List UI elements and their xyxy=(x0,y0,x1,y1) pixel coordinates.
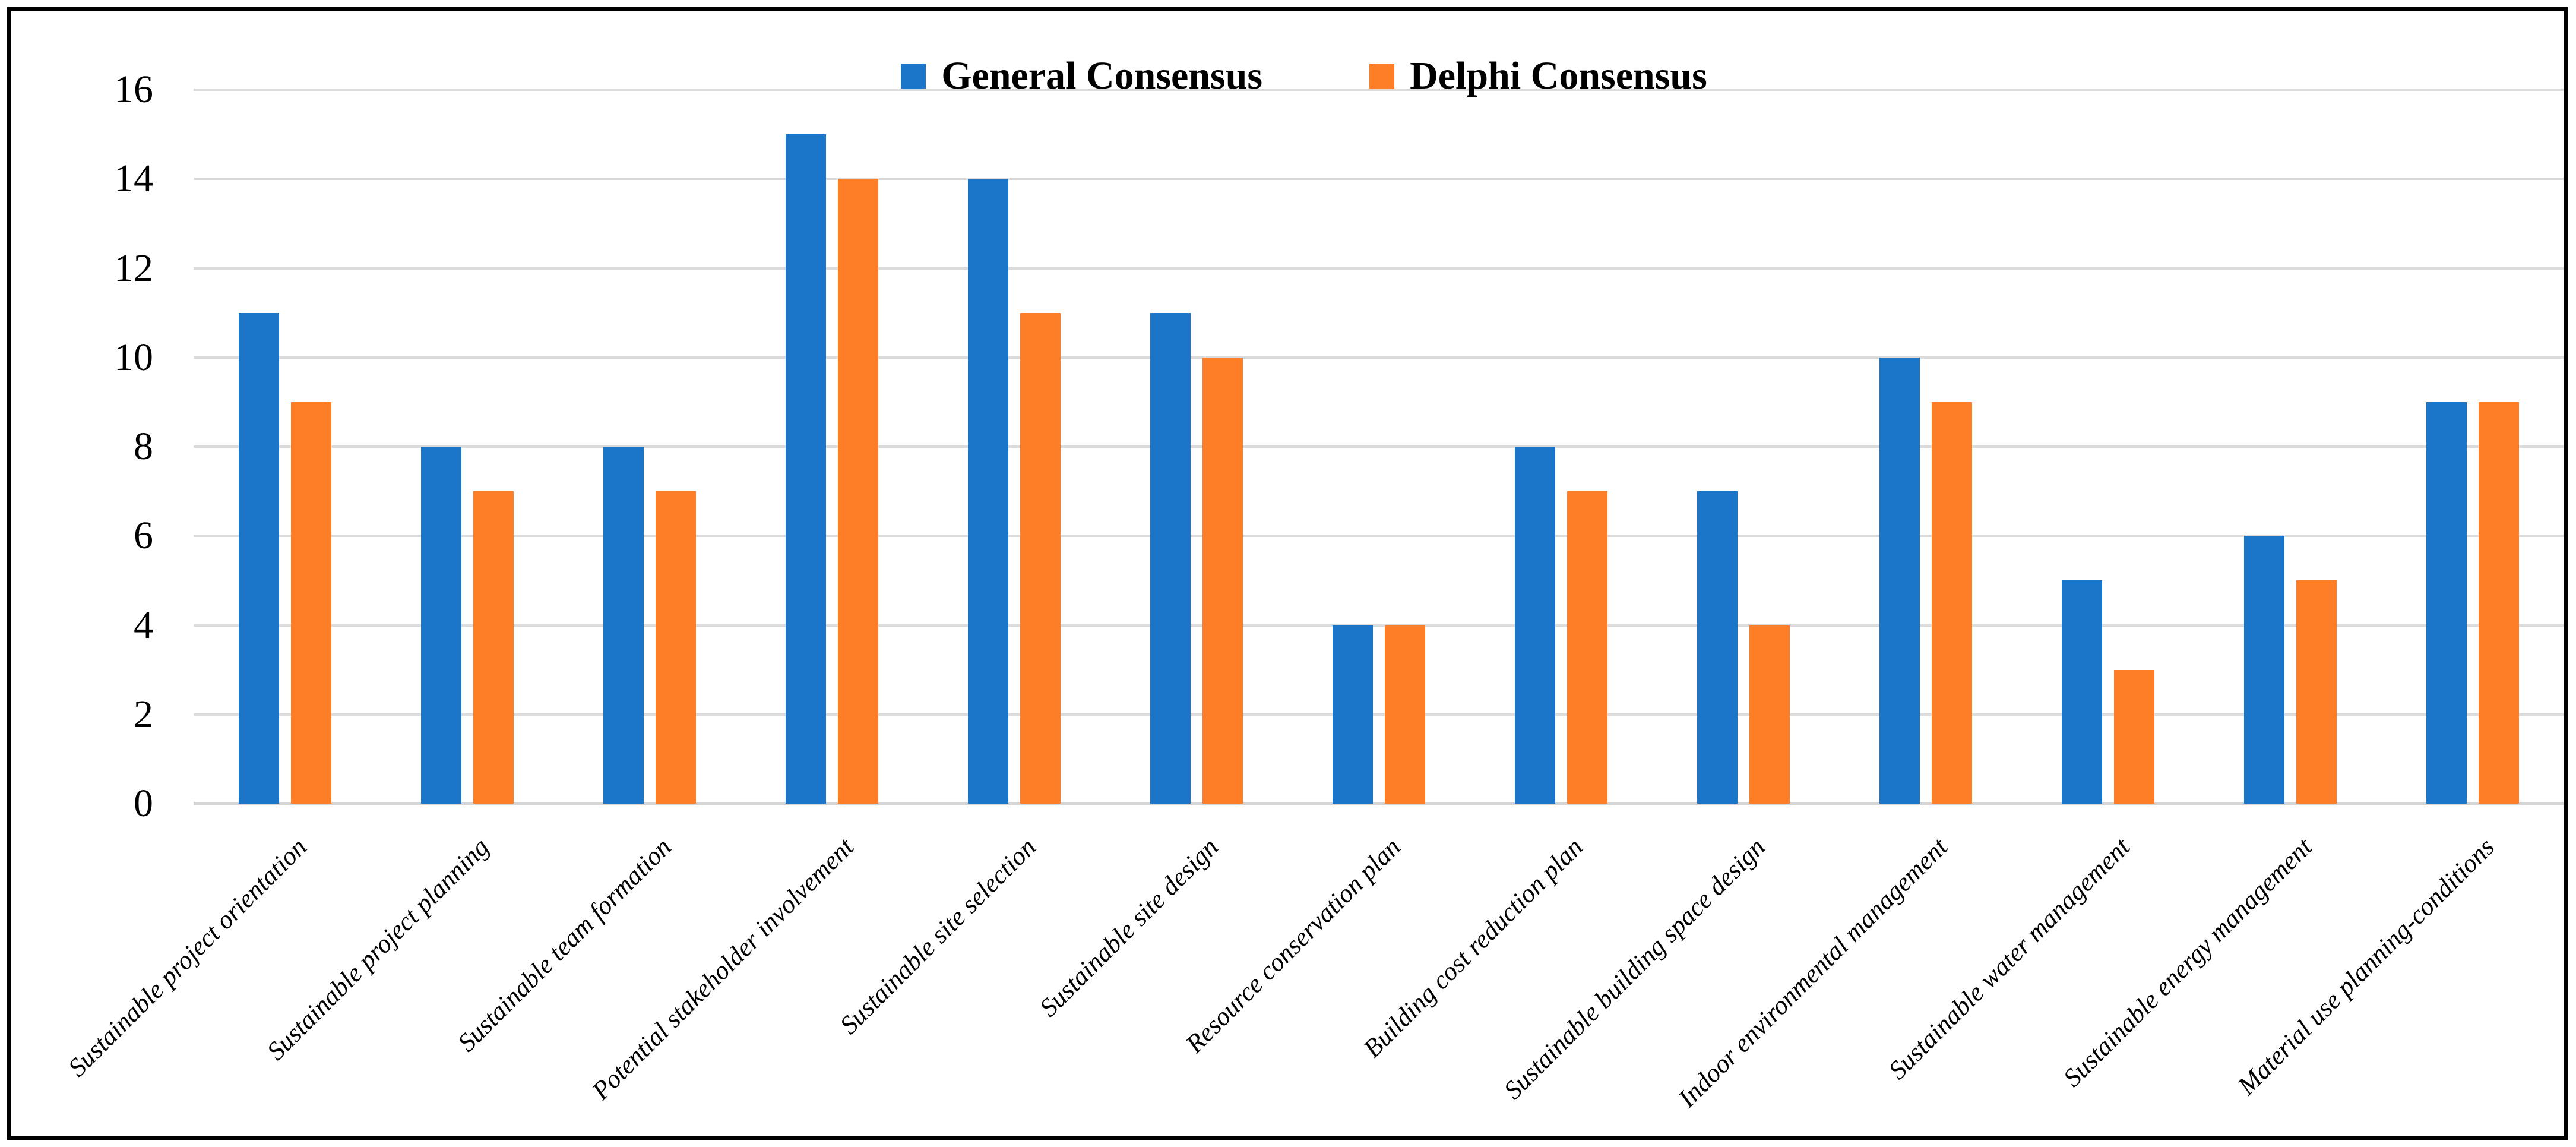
gridline xyxy=(194,89,2564,91)
y-axis-tick-label: 2 xyxy=(134,692,153,736)
bar-general-consensus xyxy=(1697,491,1738,804)
bar-delphi-consensus xyxy=(1020,312,1061,804)
bar-general-consensus xyxy=(2243,536,2284,804)
y-axis-tick-label: 10 xyxy=(114,335,153,379)
bar-delphi-consensus xyxy=(290,402,331,804)
bar-delphi-consensus xyxy=(2113,669,2154,804)
bar-general-consensus xyxy=(2426,402,2467,804)
legend: General Consensus Delphi Consensus xyxy=(194,51,2414,101)
gridline xyxy=(194,267,2564,270)
bar-general-consensus xyxy=(2061,580,2102,804)
bar-delphi-consensus xyxy=(1384,625,1425,804)
bar-general-consensus xyxy=(238,312,279,804)
bar-general-consensus xyxy=(785,134,826,804)
bar-general-consensus xyxy=(603,447,644,804)
axis-baseline xyxy=(194,802,2564,805)
bar-delphi-consensus xyxy=(655,491,696,804)
bar-general-consensus xyxy=(1332,625,1373,804)
gridline xyxy=(194,356,2564,359)
legend-label: Delphi Consensus xyxy=(1410,54,1707,97)
y-axis-tick-label: 12 xyxy=(114,246,153,290)
bar-delphi-consensus xyxy=(1931,402,1972,804)
bar-general-consensus xyxy=(1150,312,1191,804)
y-axis-tick-label: 8 xyxy=(134,425,153,468)
legend-label: General Consensus xyxy=(941,54,1263,97)
bar-delphi-consensus xyxy=(1749,625,1790,804)
legend-swatch-icon xyxy=(901,64,926,89)
gridline xyxy=(194,624,2564,627)
y-axis-tick-label: 16 xyxy=(114,68,153,111)
gridline xyxy=(194,713,2564,716)
gridline xyxy=(194,535,2564,538)
bar-general-consensus xyxy=(1514,447,1555,804)
x-axis-category-label: Sustainable project orientation xyxy=(62,832,312,1082)
gridline xyxy=(194,445,2564,448)
bar-delphi-consensus xyxy=(1567,491,1607,804)
bar-delphi-consensus xyxy=(2296,580,2337,804)
legend-swatch-icon xyxy=(1369,64,1395,89)
y-axis-tick-label: 4 xyxy=(134,603,153,647)
y-axis-tick-label: 14 xyxy=(114,157,153,201)
legend-item: General Consensus xyxy=(901,56,1262,96)
legend-item: Delphi Consensus xyxy=(1369,56,1707,96)
bar-delphi-consensus xyxy=(2478,402,2519,804)
bar-delphi-consensus xyxy=(1202,357,1243,804)
bar-general-consensus xyxy=(1879,357,1920,804)
gridline xyxy=(194,178,2564,181)
bar-general-consensus xyxy=(967,179,1008,804)
bar-delphi-consensus xyxy=(837,179,878,804)
y-axis-tick-label: 0 xyxy=(134,782,153,825)
y-axis-tick-label: 6 xyxy=(134,514,153,558)
bar-delphi-consensus xyxy=(473,491,514,804)
bar-general-consensus xyxy=(420,447,461,804)
